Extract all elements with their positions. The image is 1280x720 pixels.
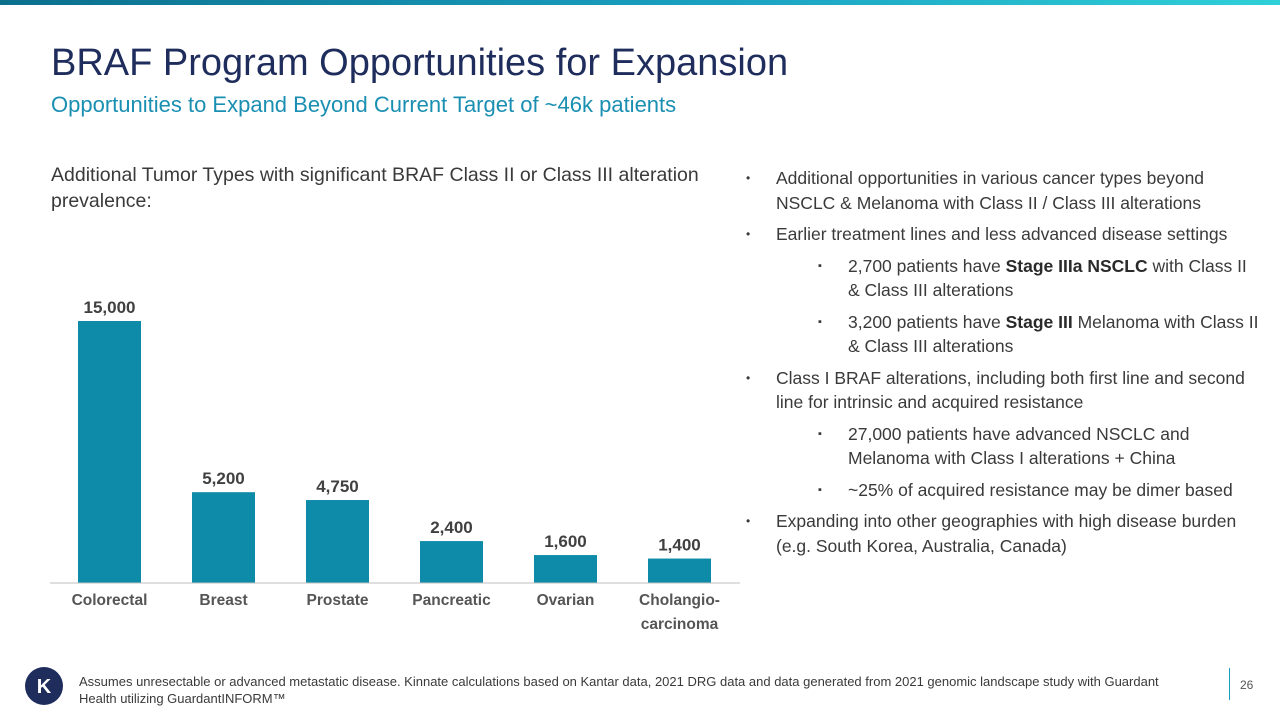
bar-1 xyxy=(192,492,255,583)
bullet-text: Melanoma with Class II & Class III alter… xyxy=(848,311,1259,357)
category-label-line: Prostate xyxy=(306,592,368,609)
chart-lead-text: Additional Tumor Types with significant … xyxy=(51,164,699,212)
category-label-line: Pancreatic xyxy=(412,592,491,609)
bullet-marker: • xyxy=(746,171,751,185)
category-label-1: Breast xyxy=(199,592,247,609)
bullet-text: ~25% of acquired resistance may be dimer… xyxy=(848,479,1233,500)
bullet-text: 3,200 patients have xyxy=(848,311,1006,332)
bullet-text: Additional opportunities in various canc… xyxy=(776,168,1205,213)
category-label-line: carcinoma xyxy=(641,616,719,633)
bar-value-label-0: 15,000 xyxy=(84,298,136,317)
bullet-item: • Expanding into other geographies with h… xyxy=(746,509,1261,558)
sub-bullet-item: ▪ 3,200 patients have Stage III Melanoma … xyxy=(746,310,1261,359)
bullet-marker: • xyxy=(746,514,751,528)
bullet-marker: • xyxy=(746,370,751,385)
footer-divider xyxy=(1229,668,1230,700)
bullet-item: • Earlier treatment lines and less advanc… xyxy=(746,222,1261,247)
category-label-5: Cholangio-carcinoma xyxy=(639,592,720,633)
page-title: BRAF Program Opportunities for Expansion xyxy=(51,42,789,84)
bar-chart: 15,000 Colorectal 5,200 Breast 4,750 Prostate… xyxy=(50,298,740,633)
logo-letter: K xyxy=(37,676,52,698)
bullet-marker: ▪ xyxy=(818,483,822,496)
bar-2 xyxy=(306,500,369,583)
bullet-list: • Additional opportunities in various can… xyxy=(746,166,1261,565)
bullet-item: • Class I BRAF alterations, including bot… xyxy=(746,366,1261,415)
bar-value-label-2: 4,750 xyxy=(316,477,359,496)
sub-bullet-item: ▪ ~25% of acquired resistance may be dime… xyxy=(746,478,1261,503)
page-subtitle: Opportunities to Expand Beyond Current T… xyxy=(51,92,677,117)
category-label-line: Colorectal xyxy=(72,592,148,609)
top-accent-bar xyxy=(0,0,1280,5)
bar-4 xyxy=(534,555,597,583)
bullet-marker: ▪ xyxy=(818,315,822,328)
bullet-marker: • xyxy=(746,227,751,241)
category-label-0: Colorectal xyxy=(72,592,148,609)
bar-5 xyxy=(648,558,711,583)
category-label-line: Breast xyxy=(199,592,247,609)
bullet-text: 2,700 patients have xyxy=(848,255,1006,276)
bar-0 xyxy=(78,321,141,583)
page-number: 26 xyxy=(1240,678,1254,692)
footnote: Assumes unresectable or advanced metasta… xyxy=(79,674,1159,706)
bullet-text: with Class II & Class III alterations xyxy=(848,255,1247,301)
category-label-4: Ovarian xyxy=(537,592,595,609)
logo-mark: K xyxy=(37,676,52,698)
category-label-3: Pancreatic xyxy=(412,592,491,609)
bar-value-label-3: 2,400 xyxy=(430,518,473,537)
bullet-text: Earlier treatment lines and less advance… xyxy=(776,224,1228,244)
bullet-text: Class I BRAF alterations, including both… xyxy=(776,367,1245,413)
bar-3 xyxy=(420,541,483,583)
bar-value-label-4: 1,600 xyxy=(544,532,587,551)
bullet-item: • Additional opportunities in various can… xyxy=(746,166,1261,215)
bullet-emphasis: Stage IIIa NSCLC xyxy=(1005,255,1148,276)
company-logo: K xyxy=(25,667,63,705)
category-label-line: Cholangio- xyxy=(639,592,720,609)
bullet-emphasis: Stage III xyxy=(1005,311,1073,332)
category-label-line: Ovarian xyxy=(537,592,595,609)
bar-value-label-1: 5,200 xyxy=(202,469,245,488)
bullet-text: Expanding into other geographies with hi… xyxy=(776,511,1237,556)
category-label-2: Prostate xyxy=(306,592,368,609)
sub-bullet-item: ▪ 27,000 patients have advanced NSCLC and… xyxy=(746,422,1261,471)
bullet-marker: ▪ xyxy=(818,259,822,272)
bullet-text: 27,000 patients have advanced NSCLC and … xyxy=(848,423,1190,469)
sub-bullet-item: ▪ 2,700 patients have Stage IIIa NSCLC wi… xyxy=(746,254,1261,303)
bullet-marker: ▪ xyxy=(818,427,822,440)
bar-value-label-5: 1,400 xyxy=(658,536,701,555)
